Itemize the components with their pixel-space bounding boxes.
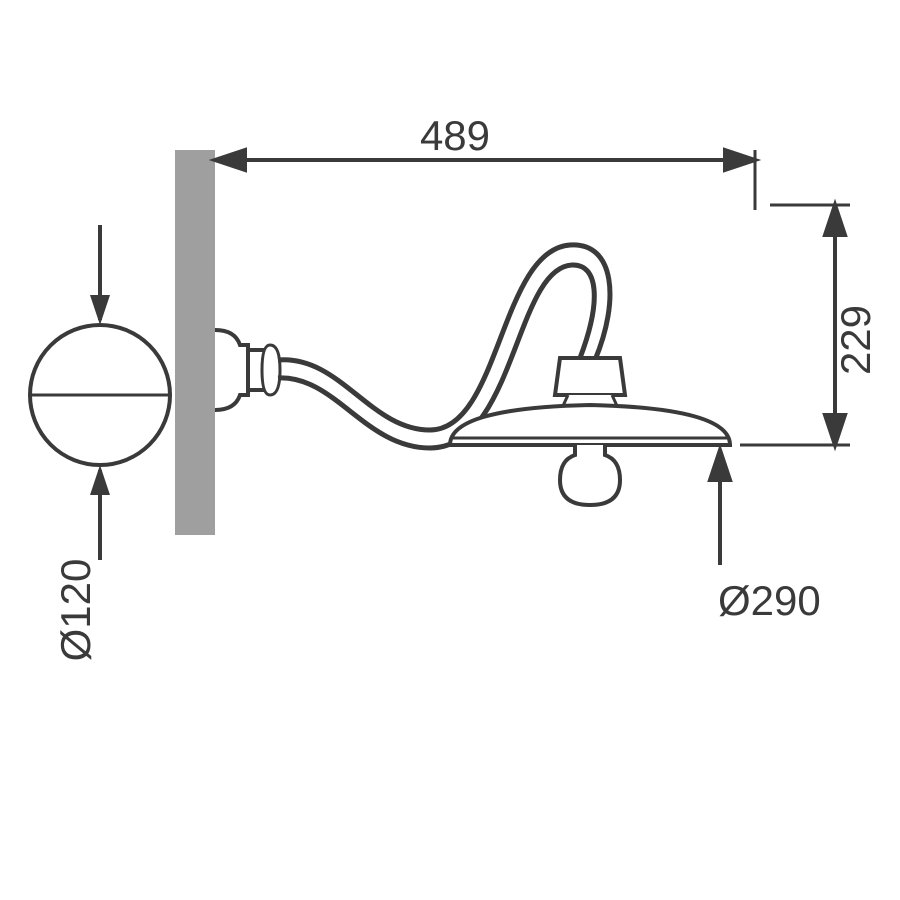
dim-dia-120-value: Ø120 bbox=[52, 559, 99, 662]
dim-dia-120-arrows bbox=[90, 225, 110, 560]
technical-drawing: 489 229 Ø290 Ø120 bbox=[0, 0, 900, 900]
dim-dia-290-value: Ø290 bbox=[718, 577, 821, 624]
dim-width-489 bbox=[215, 150, 755, 210]
lamp-fixture bbox=[215, 245, 730, 505]
dim-width-489-value: 489 bbox=[420, 112, 490, 159]
dim-height-229-value: 229 bbox=[832, 305, 879, 375]
dim-dia-290 bbox=[710, 450, 730, 565]
wall-surface bbox=[175, 150, 215, 535]
